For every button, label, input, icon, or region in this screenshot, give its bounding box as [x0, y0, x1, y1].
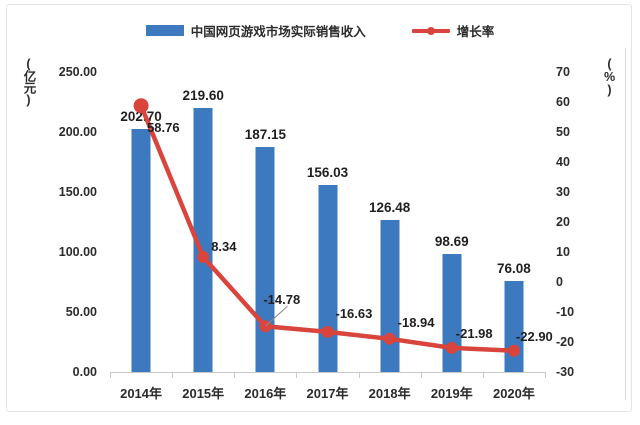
- x-axis-tick: [172, 372, 174, 378]
- bar: [504, 280, 524, 372]
- left-axis-unit-label: (亿元): [21, 57, 36, 106]
- right-axis-unit-label: (%): [602, 57, 617, 96]
- bar: [380, 220, 400, 372]
- right-axis-tick-label: -30: [556, 365, 575, 379]
- x-axis-category-label: 2020年: [492, 386, 535, 401]
- right-axis-tick-label: 20: [556, 215, 570, 229]
- right-axis-tick-label: 30: [556, 185, 570, 199]
- legend-item-growth-rate[interactable]: 增长率: [411, 21, 495, 40]
- x-axis-tick-labels: 2014年 2015年 2016年 2017年 2018年 2019年 2020年: [110, 383, 545, 407]
- left-axis-tick-labels: 250.00 200.00 150.00 100.00 50.00 0.00: [0, 0, 103, 425]
- x-axis-tick: [296, 372, 298, 378]
- line-value-label: -14.78: [263, 292, 301, 308]
- right-axis-tick-label: 0: [556, 275, 563, 289]
- legend-item-label: 中国网页游戏市场实际销售收入: [190, 24, 366, 39]
- right-axis-tick-label: -10: [556, 305, 575, 319]
- x-axis-baseline: [110, 372, 546, 373]
- chart-legend: 中国网页游戏市场实际销售收入 增长率: [0, 18, 640, 42]
- bar-value-label: 126.48: [368, 200, 411, 216]
- left-axis-tick-label: 50.00: [65, 305, 97, 319]
- line-value-label: 58.76: [147, 119, 180, 135]
- bar: [318, 184, 337, 372]
- x-axis-tick: [420, 372, 422, 378]
- bar: [131, 128, 151, 372]
- x-axis-category-label: 2016年: [244, 386, 287, 401]
- x-axis-tick: [234, 372, 236, 378]
- bar: [442, 253, 462, 372]
- x-axis-category-label: 2017年: [306, 386, 349, 401]
- bar-value-label: 187.15: [244, 127, 286, 143]
- legend-line-marker-icon: [411, 25, 450, 36]
- x-axis-category-label: 2014年: [120, 386, 163, 401]
- left-axis-tick-label: 250.00: [58, 65, 97, 79]
- bar-value-label: 98.69: [434, 233, 469, 249]
- left-axis-tick-label: 100.00: [58, 245, 97, 259]
- x-axis-tick: [482, 372, 484, 378]
- bar: [193, 108, 213, 372]
- x-axis-tick: [545, 372, 546, 378]
- x-axis-tick: [358, 372, 360, 378]
- line-value-label: -18.94: [397, 314, 435, 330]
- line-value-label: -21.98: [455, 325, 493, 341]
- right-axis-tick-label: -20: [556, 335, 575, 349]
- line-value-label: -16.63: [335, 305, 373, 321]
- right-axis-tick-labels: 70 60 50 40 30 20 10 0 -10 -20 -30: [556, 0, 606, 425]
- x-axis-category-label: 2018年: [368, 386, 411, 401]
- bar-value-label: 76.08: [497, 260, 531, 276]
- bar: [255, 147, 275, 372]
- right-axis-tick-label: 70: [556, 65, 570, 79]
- legend-item-revenue[interactable]: 中国网页游戏市场实际销售收入: [145, 21, 366, 40]
- right-axis-tick-label: 60: [556, 95, 570, 109]
- legend-bar-swatch-icon: [145, 24, 184, 36]
- line-value-label: -22.90: [515, 328, 553, 344]
- line-value-label: 8.34: [211, 238, 237, 254]
- left-axis-tick-label: 200.00: [58, 125, 97, 139]
- x-axis-tick: [110, 372, 111, 378]
- chart-right-border: [625, 48, 626, 400]
- right-axis-tick-label: 10: [556, 245, 570, 259]
- right-axis-tick-label: 50: [556, 125, 570, 139]
- bar-value-label: 156.03: [306, 164, 349, 180]
- right-axis-tick-label: 40: [556, 155, 570, 169]
- x-axis-category-label: 2015年: [182, 386, 225, 401]
- x-axis-category-label: 2019年: [430, 386, 473, 401]
- legend-item-label: 增长率: [456, 24, 495, 39]
- bar-value-label: 219.60: [182, 88, 224, 104]
- left-axis-tick-label: 0.00: [72, 365, 97, 379]
- left-axis-tick-label: 150.00: [58, 185, 97, 199]
